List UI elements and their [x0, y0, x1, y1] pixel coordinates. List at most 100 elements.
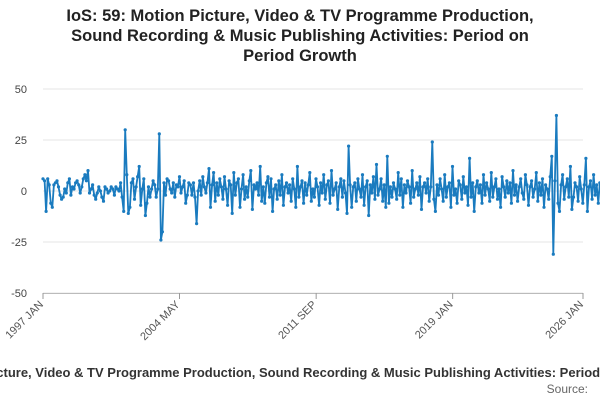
data-point — [151, 179, 155, 183]
data-point — [469, 195, 473, 199]
data-point — [95, 191, 99, 195]
data-point — [181, 185, 185, 189]
data-point — [530, 179, 534, 183]
data-point — [250, 207, 254, 211]
data-point — [322, 173, 326, 177]
data-point — [302, 201, 306, 205]
data-point — [283, 185, 287, 189]
data-point — [388, 185, 392, 189]
data-point — [233, 193, 237, 197]
data-point — [205, 181, 209, 185]
data-point — [159, 238, 163, 242]
data-point — [570, 207, 574, 211]
data-point — [452, 193, 456, 197]
data-point — [423, 181, 427, 185]
data-point — [416, 193, 420, 197]
data-point — [326, 179, 330, 183]
data-point — [520, 191, 524, 195]
data-point — [362, 203, 366, 207]
data-point — [139, 203, 143, 207]
data-point — [46, 177, 50, 181]
data-point — [360, 173, 365, 177]
y-tick-label: -25 — [11, 237, 27, 249]
data-point — [565, 177, 569, 181]
data-point — [49, 201, 53, 205]
data-point — [92, 193, 96, 197]
data-point — [101, 199, 106, 203]
data-point — [429, 185, 433, 189]
data-point — [272, 187, 276, 191]
data-point — [585, 209, 590, 213]
chart-title-line-3: Period Growth — [243, 47, 357, 65]
data-point — [154, 195, 158, 199]
data-point — [87, 191, 92, 195]
data-point — [201, 175, 205, 179]
data-point — [173, 195, 177, 199]
data-point — [539, 193, 543, 197]
source-label: Source: — [546, 382, 588, 396]
data-point — [364, 185, 368, 189]
data-point — [424, 191, 428, 195]
data-point — [350, 205, 354, 209]
data-point — [168, 187, 172, 191]
data-point — [78, 191, 82, 195]
data-point — [328, 201, 332, 205]
data-point — [435, 183, 439, 187]
data-point — [63, 187, 67, 191]
data-point — [47, 183, 51, 187]
data-point — [436, 193, 441, 197]
data-point — [502, 185, 506, 189]
data-point — [503, 195, 507, 199]
data-point — [111, 187, 115, 191]
data-point — [195, 222, 199, 226]
data-point — [134, 185, 138, 189]
data-point — [128, 205, 132, 209]
x-tick-label: 2026 JAN — [543, 299, 586, 342]
data-point — [50, 205, 54, 209]
data-point — [229, 183, 233, 187]
data-point — [474, 185, 478, 189]
data-point — [559, 183, 563, 187]
data-point — [353, 181, 357, 185]
data-point — [430, 140, 434, 144]
data-point — [246, 195, 250, 199]
data-point — [319, 181, 323, 185]
data-point — [489, 171, 493, 175]
data-point — [176, 185, 180, 189]
data-point — [288, 183, 292, 187]
data-point — [550, 154, 554, 158]
data-point — [486, 187, 490, 191]
data-point — [551, 252, 555, 256]
data-point — [75, 179, 79, 183]
data-point — [218, 177, 222, 181]
data-point — [157, 132, 161, 136]
data-point — [284, 181, 289, 185]
data-point — [58, 193, 62, 197]
data-point — [393, 187, 397, 191]
data-point — [554, 113, 559, 118]
data-point — [277, 179, 281, 183]
data-point — [536, 199, 540, 203]
data-point — [219, 185, 223, 189]
data-point — [179, 191, 183, 195]
data-point — [365, 179, 369, 183]
data-point — [540, 177, 545, 181]
data-point — [370, 191, 374, 195]
data-point — [590, 197, 594, 201]
data-point — [129, 181, 133, 185]
data-point — [440, 187, 444, 191]
data-point — [491, 195, 495, 199]
data-point — [120, 195, 124, 199]
data-point — [119, 181, 123, 185]
data-point — [426, 177, 430, 181]
data-point — [258, 164, 262, 169]
data-point — [309, 199, 313, 203]
data-point — [61, 195, 65, 199]
data-point — [379, 177, 383, 181]
data-point — [357, 187, 361, 191]
data-point — [320, 191, 324, 195]
data-point — [514, 183, 518, 187]
data-point — [523, 173, 528, 177]
data-point — [213, 199, 217, 203]
data-point — [391, 181, 396, 185]
